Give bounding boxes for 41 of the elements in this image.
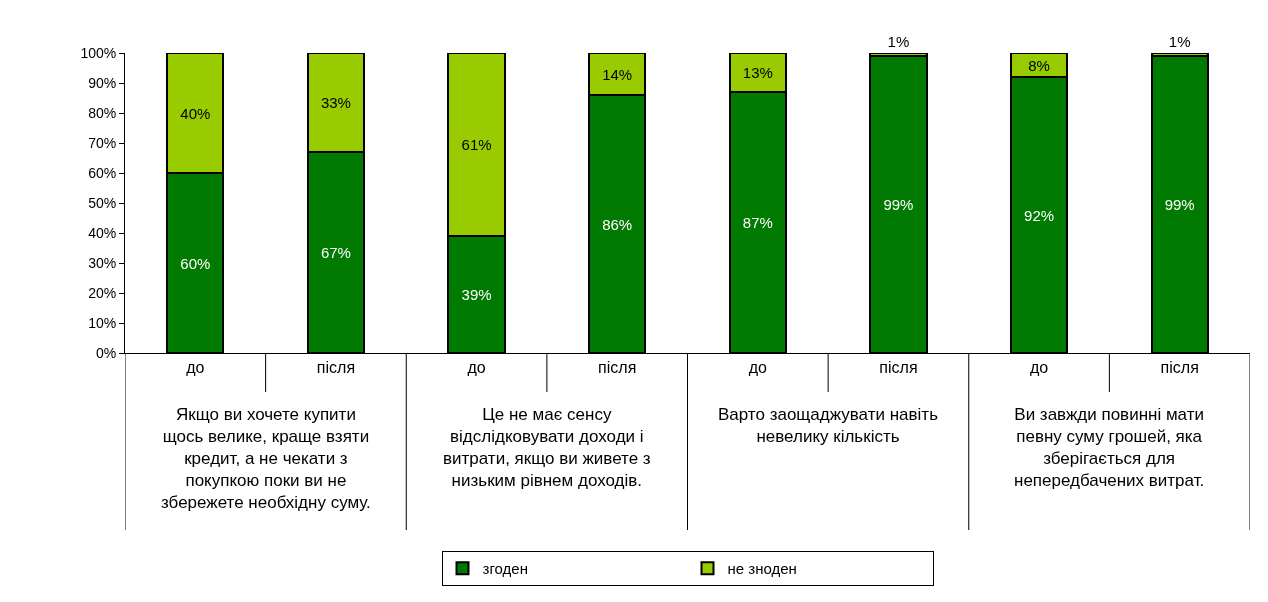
y-tick-label: 100% [80, 44, 117, 61]
data-label: 67% [320, 244, 351, 261]
data-label: 87% [742, 214, 773, 231]
text: Варто заощаджувати навіть невелику кількість [718, 405, 939, 447]
legend-label: не зноден [727, 560, 797, 578]
y-tick-label: 90% [88, 74, 117, 91]
data-label: 8% [1028, 56, 1050, 74]
y-tick-label: 10% [88, 314, 117, 331]
legend-label: згоден [482, 560, 528, 578]
x-tick-label: після [879, 359, 918, 377]
x-tick-label: після [316, 359, 356, 377]
x-tick-label: після [598, 359, 637, 377]
data-label: 60% [180, 254, 211, 272]
x-tick-label: до [748, 359, 768, 377]
y-tick-label: 30% [88, 254, 117, 271]
data-label: 1% [1168, 33, 1191, 50]
data-label: 39% [461, 286, 492, 303]
data-label: 99% [1164, 196, 1195, 213]
text: Ви завжди повинні мати певну суму грошей, яка зберігається для непередбачених витрат. [1014, 405, 1205, 491]
x-tick-label: після [1160, 359, 1199, 377]
data-label: 1% [887, 33, 910, 50]
text: Це не має сенсу відслідковувати доходи і витрати, якщо ви живете з низьким рівнем доходів. [443, 405, 651, 491]
text: Якщо ви хочете купити щось велике, краще взяти кредит, а не чекати з покупкою поки ви не збережете необхідну суму. [161, 405, 371, 513]
x-tick-label: до [1029, 359, 1049, 377]
y-tick-label: 50% [88, 194, 117, 211]
y-tick-label: 0% [95, 344, 117, 361]
x-tick-label: до [186, 359, 205, 377]
x-tick-label: до [467, 359, 486, 377]
data-label: 40% [180, 104, 211, 122]
data-label: 86% [602, 215, 633, 233]
y-tick-label: 20% [88, 284, 117, 301]
data-label: 99% [883, 196, 914, 213]
data-label: 14% [602, 65, 633, 83]
data-label: 13% [742, 64, 773, 81]
y-tick-label: 40% [88, 224, 117, 241]
data-label: 92% [1024, 206, 1055, 224]
data-label: 33% [320, 94, 351, 111]
y-tick-label: 70% [88, 134, 117, 151]
y-tick-label: 60% [88, 164, 117, 181]
data-label: 61% [461, 136, 492, 153]
y-tick-label: 80% [88, 104, 117, 121]
